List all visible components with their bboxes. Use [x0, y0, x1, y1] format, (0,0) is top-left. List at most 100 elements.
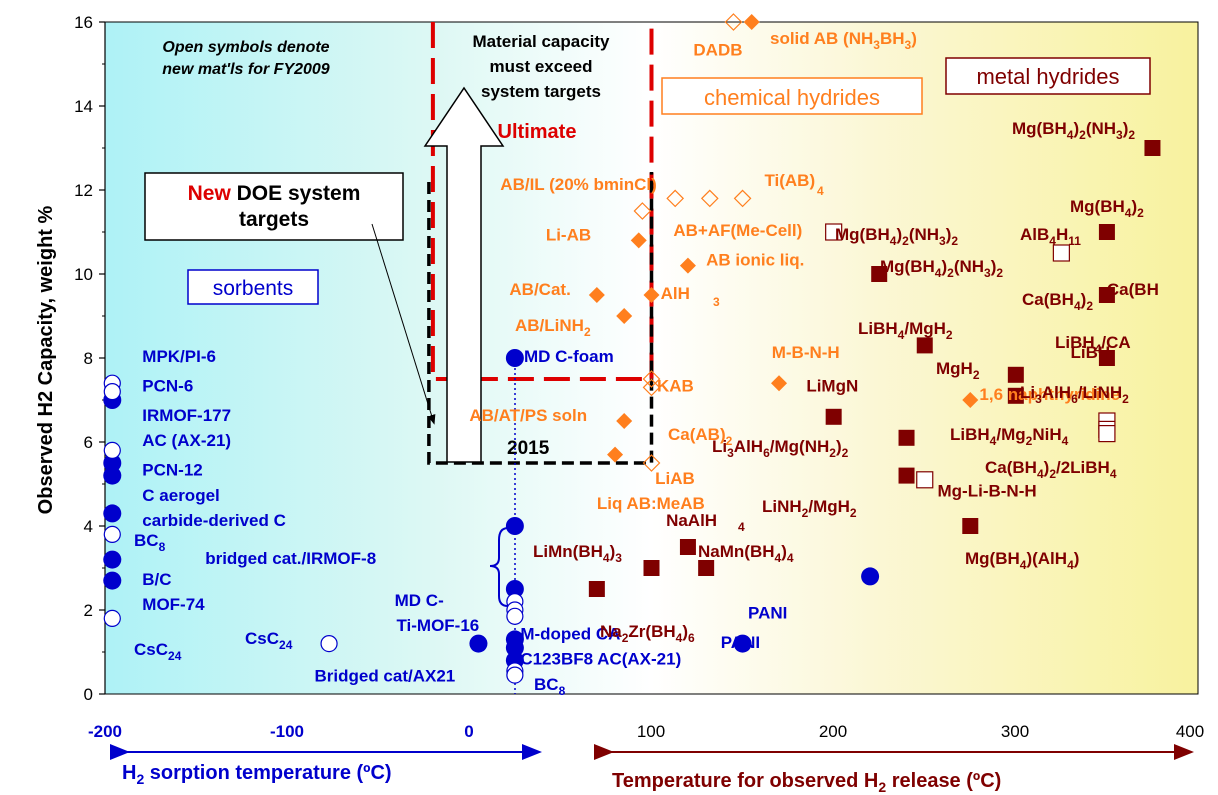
- metal-filled-marker: [825, 408, 842, 425]
- metal-open-marker: [1098, 425, 1116, 443]
- x-tick-label: -200: [88, 722, 122, 741]
- chemical-open-marker: [666, 189, 685, 208]
- sorbents-filled-marker: [505, 638, 524, 657]
- label-mgh2: MgH2: [936, 359, 980, 382]
- chemical-filled-marker: [616, 308, 633, 324]
- y-tick-label: 6: [84, 433, 93, 452]
- metal-filled-marker: [588, 581, 605, 597]
- point-label: PANI: [721, 633, 760, 652]
- metal-filled-marker: [1098, 287, 1115, 303]
- svg-text:New DOE system: New DOE system: [188, 182, 361, 205]
- sorbents-filled-marker: [103, 466, 122, 485]
- point-label: AB/IL (20% bminCl): [500, 175, 656, 194]
- point-label: MOF-74: [142, 595, 205, 614]
- point-label: MD C-: [395, 591, 444, 610]
- chemical-open-marker: [700, 189, 719, 208]
- y-tick-label: 12: [74, 181, 93, 200]
- material-capacity-note: system targets: [481, 82, 601, 101]
- point-label: AB/AT/PS soln: [469, 406, 587, 425]
- sorbents-open-marker: [103, 609, 121, 628]
- sorbents-filled-marker: [103, 571, 122, 590]
- y-tick-label: 16: [74, 13, 93, 32]
- label-libh4-mgh2: LiBH4/MgH2: [858, 319, 953, 342]
- point-label: AlH: [661, 284, 690, 303]
- point-label: Ca(BH: [1107, 280, 1159, 299]
- point-label: C123BF8 AC(AX-21): [520, 650, 681, 669]
- chemical-filled-marker: [607, 446, 624, 463]
- material-capacity-note: must exceed: [490, 57, 593, 76]
- point-label: DADB: [693, 41, 742, 60]
- label-bc8-left: BC8: [134, 531, 166, 554]
- x-tick-label: 300: [1001, 722, 1029, 741]
- svg-text:new mat'ls for FY2009: new mat'ls for FY2009: [162, 61, 330, 78]
- sorbents-open-marker: [320, 634, 338, 653]
- label-ab-linh2: AB/LiNH2: [515, 316, 591, 339]
- metal-filled-marker: [1098, 350, 1115, 366]
- label-solid-ab: solid AB (NH3BH3): [770, 29, 917, 52]
- x-tick-label: 100: [637, 722, 665, 741]
- point-label: PANI: [748, 603, 787, 622]
- point-label: carbide-derived C: [142, 511, 286, 530]
- y-tick-label: 0: [84, 685, 93, 704]
- x-tick-label: 200: [819, 722, 847, 741]
- point-label: 1,6 naphthyridine: [979, 385, 1120, 404]
- sorption-axis-label: H2 sorption temperature (ºC): [122, 762, 392, 787]
- chemical-open-marker: [724, 13, 743, 31]
- chemical-filled-marker: [643, 287, 660, 303]
- point-label: C aerogel: [142, 486, 219, 505]
- sorbents-filled-marker: [103, 550, 122, 569]
- sub-ti-ab4: 4: [817, 184, 824, 198]
- chemical-filled-marker: [630, 232, 647, 249]
- point-label: Mg-Li-B-N-H: [938, 482, 1037, 501]
- sorbents-filled-marker: [103, 504, 122, 523]
- point-label: NaAlH: [666, 511, 717, 530]
- chemical-filled-marker: [771, 375, 788, 392]
- sorbents-open-marker: [103, 441, 121, 459]
- year-2015-label: 2015: [507, 438, 550, 459]
- y-tick-label: 4: [84, 517, 93, 536]
- y-tick-label: 14: [74, 97, 93, 116]
- label-libh4-ca: LiBH4/CA: [1055, 333, 1131, 356]
- label-mg-bh4-alh4: Mg(BH4)(AlH4): [965, 549, 1079, 572]
- label-mg-bh4-nh3-mid: Mg(BH4)2(NH3)2: [880, 257, 1003, 280]
- point-label: MD C-foam: [524, 347, 614, 366]
- svg-text:sorbents: sorbents: [213, 277, 294, 300]
- y-axis: 0 2 4 6 8 10 12 14 16: [74, 13, 106, 704]
- sorbents-filled-marker: [505, 349, 524, 367]
- point-label: KAB: [657, 377, 694, 396]
- label-limn-bh4-3: LiMn(BH4)3: [533, 542, 622, 565]
- point-label: LiBH: [1070, 343, 1110, 362]
- x-tick-label: 0: [464, 722, 473, 741]
- open-symbols-note: Open symbols denote new mat'ls for FY200…: [162, 39, 330, 78]
- chemical-filled-marker: [962, 392, 979, 408]
- point-label: AB+AF(Me-Cell): [673, 221, 802, 240]
- chemical-open-marker: [642, 370, 661, 388]
- sorbents-filled-marker: [861, 567, 880, 586]
- sorbents-open-marker: [103, 383, 121, 401]
- sorbents-filled-marker: [733, 634, 752, 653]
- sub-nalh4: 4: [738, 520, 745, 534]
- svg-text:metal hydrides: metal hydrides: [976, 64, 1119, 89]
- point-label: Bridged cat/AX21: [314, 666, 455, 685]
- label-li3alh6-linh2: Li3AlH6/LiNH2: [1020, 383, 1129, 406]
- metal-open-marker: [916, 471, 934, 489]
- sorbents-open-marker: [506, 666, 524, 684]
- doe-system-word: DOE system: [237, 182, 361, 205]
- point-label: M-doped CA: [520, 624, 620, 643]
- release-axis-label: Temperature for observed H2 release (ºC): [612, 770, 1001, 795]
- point-label: LiAB: [655, 469, 695, 488]
- point-label: IRMOF-177: [142, 406, 231, 425]
- chemical-filled-marker: [679, 257, 696, 274]
- metal-filled-marker: [1007, 387, 1024, 404]
- label-mg-bh4-nh3-open: Mg(BH4)2(NH3)2: [835, 225, 958, 248]
- sorbents-open-marker: [103, 525, 121, 544]
- chemical-hydrides-box: chemical hydrides: [661, 77, 923, 115]
- point-label: PCN-6: [142, 377, 193, 396]
- point-label: LiMgN: [806, 377, 858, 396]
- point-labels: MPK/PI-6 PCN-6 IRMOF-177 AC (AX-21) PCN-12 C …: [142, 41, 1159, 686]
- point-label: AB/Cat.: [509, 280, 570, 299]
- point-label: B/C: [142, 570, 171, 589]
- chemical-open-marker: [733, 189, 752, 208]
- metal-filled-marker: [698, 560, 715, 576]
- label-ca-bh4-2-2libh4: Ca(BH4)2/2LiBH4: [985, 458, 1117, 481]
